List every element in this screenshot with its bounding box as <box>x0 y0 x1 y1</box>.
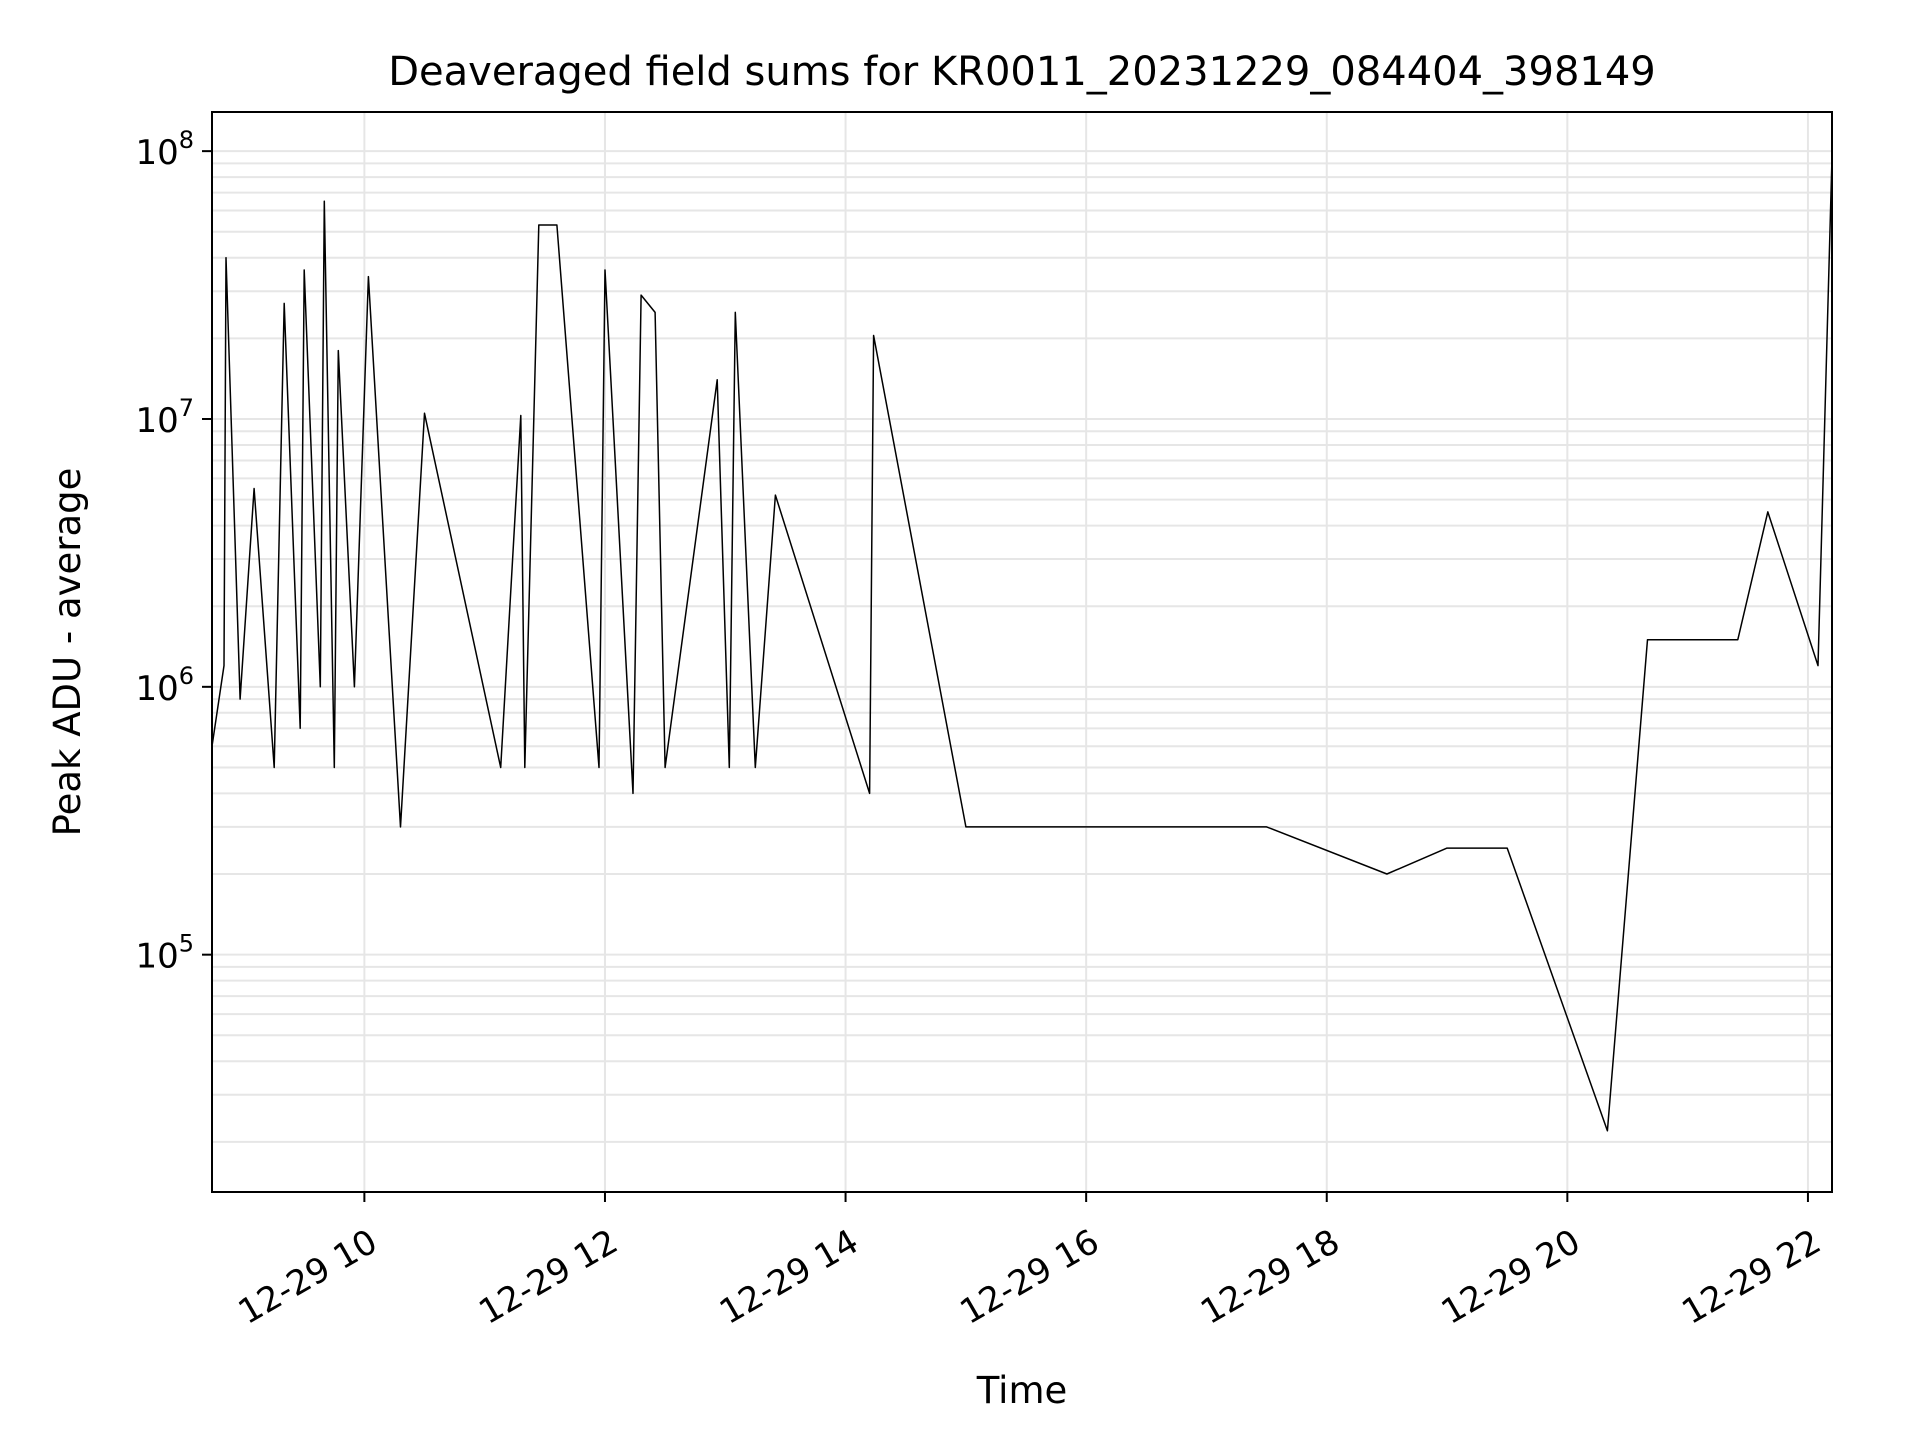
y-tick-label: 107 <box>135 394 194 441</box>
x-axis-label: Time <box>976 1369 1068 1412</box>
y-tick-label: 105 <box>135 930 194 977</box>
y-tick-label: 108 <box>135 126 194 173</box>
plot-frame <box>211 111 1833 1193</box>
series-line <box>211 157 1833 1132</box>
chart-title: Deaveraged field sums for KR0011_2023122… <box>388 49 1656 95</box>
y-tick-label: 106 <box>135 662 194 709</box>
grid-lines <box>212 112 1832 1192</box>
y-axis-label: Peak ADU - average <box>46 468 89 837</box>
series-group <box>211 157 1833 1132</box>
